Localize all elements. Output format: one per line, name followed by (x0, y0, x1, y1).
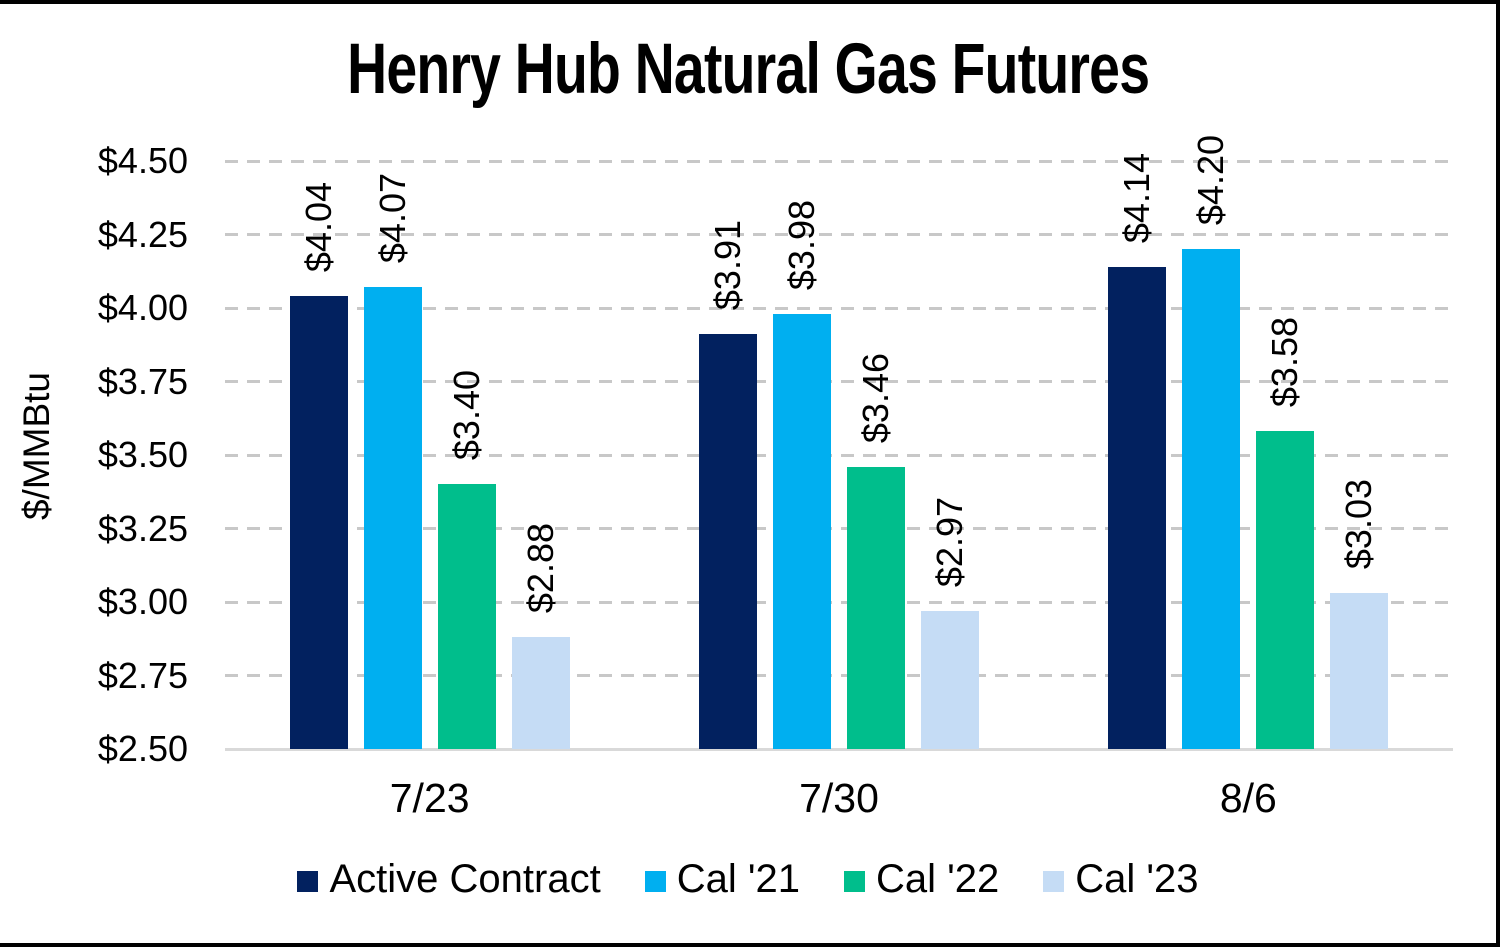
bar (511, 637, 570, 749)
bar-value-label: $3.03 (1338, 479, 1380, 570)
legend-swatch (297, 870, 319, 892)
legend-label: Cal '22 (875, 857, 1000, 901)
y-tick-label: $2.75 (97, 654, 188, 696)
x-axis-label: 7/30 (799, 775, 879, 821)
bar-value-label: $4.14 (1116, 152, 1158, 243)
plot-area: $4.04 $4.07 $3.40 $2.88 $3.91 $3.98 $3.46 $2.97… (225, 135, 1453, 751)
y-axis-tick-labels: $4.50 $4.25 $4.00 $3.75 $3.50 $3.25 $3.00 $2.75… (40, 140, 188, 769)
bar-value-label: $3.40 (445, 370, 487, 461)
y-tick-label: $3.75 (97, 360, 188, 402)
x-axis-labels: 7/23 7/30 8/6 (225, 774, 1453, 822)
bar (699, 334, 757, 749)
legend-label: Cal '21 (676, 857, 800, 901)
bar-value-label: $3.58 (1264, 317, 1306, 408)
y-tick-label: $2.50 (97, 728, 188, 769)
legend-item-cal-22: Cal '22 (843, 857, 1000, 901)
legend-item-cal-23: Cal '23 (1043, 857, 1199, 901)
bar-value-label: $4.04 (297, 182, 339, 273)
bar (289, 296, 348, 749)
legend-item-active-contract: Active Contract (297, 857, 601, 901)
gridline (225, 527, 1453, 530)
bar (847, 466, 905, 749)
bar (1256, 431, 1315, 749)
bar (1108, 266, 1167, 749)
bar-value-label: $3.91 (707, 220, 749, 311)
bar-value-label: $3.46 (855, 352, 897, 443)
legend: Active Contract Cal '21 Cal '22 Cal '23 (0, 857, 1496, 901)
x-axis-label: 8/6 (1219, 775, 1277, 821)
bar (437, 484, 496, 749)
gridline (225, 233, 1453, 236)
y-tick-label: $3.50 (97, 434, 188, 475)
legend-label: Active Contract (329, 857, 601, 901)
y-tick-label: $4.00 (97, 287, 188, 328)
bar (773, 313, 831, 749)
legend-item-cal-21: Cal '21 (644, 857, 800, 901)
x-axis-line (225, 747, 1453, 751)
gridline (225, 453, 1453, 457)
bar (1330, 593, 1389, 749)
bar-value-label: $2.97 (929, 496, 971, 587)
gridline (225, 674, 1453, 677)
legend-swatch (1043, 870, 1065, 892)
legend-swatch (644, 870, 666, 892)
legend-swatch (843, 870, 865, 892)
gridline (225, 380, 1453, 383)
bar (921, 610, 979, 749)
y-tick-label: $3.00 (97, 581, 188, 622)
bar-value-label: $4.07 (371, 173, 413, 264)
x-axis-label: 7/23 (389, 775, 470, 821)
bar (1182, 249, 1241, 749)
y-tick-label: $4.50 (97, 140, 188, 181)
bar (363, 287, 422, 749)
chart-title: Henry Hub Natural Gas Futures (0, 30, 1496, 109)
y-tick-label: $4.25 (97, 213, 188, 255)
bar-value-label: $3.98 (781, 199, 823, 290)
bar-value-label: $2.88 (519, 523, 561, 614)
chart-title-text: Henry Hub Natural Gas Futures (346, 30, 1150, 109)
bar-value-label: $4.20 (1190, 135, 1232, 226)
legend-label: Cal '23 (1075, 857, 1199, 901)
gridline (225, 600, 1453, 604)
gridline (225, 159, 1453, 163)
y-tick-label: $3.25 (97, 507, 188, 549)
gridline (225, 306, 1453, 310)
